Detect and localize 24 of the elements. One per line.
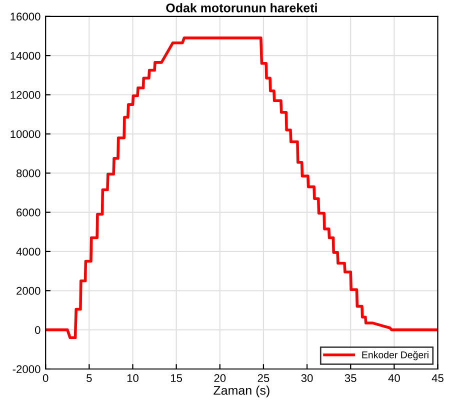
y-tick-label: 2000 (16, 286, 40, 295)
y-tick-label: 14000 (10, 52, 40, 60)
x-tick-label: 5 (86, 374, 92, 382)
x-tick-label: 0 (42, 374, 48, 382)
y-tick-label: 16000 (10, 12, 40, 21)
y-tick-label: 12000 (10, 91, 40, 99)
line-series (46, 36, 438, 340)
x-tick-label: 15 (170, 374, 182, 382)
x-tick-label: 25 (258, 374, 270, 382)
y-tick-label: 8000 (16, 169, 40, 178)
x-tick-label: 40 (388, 374, 400, 382)
x-tick-label: 30 (301, 374, 313, 382)
legend-label: Enkoder Değeri (362, 351, 428, 360)
y-tick-label: 6000 (16, 208, 40, 216)
x-tick-label: 35 (344, 374, 356, 382)
x-tick-label: 10 (127, 374, 138, 382)
y-tick-label: 10000 (10, 130, 40, 138)
x-tick-label: 20 (214, 374, 226, 382)
chart-title: Odak motorunun hareketi (166, 3, 317, 12)
x-tick-label: 45 (432, 374, 444, 382)
y-tick-label: -2000 (12, 365, 40, 374)
y-tick-label: 0 (34, 326, 40, 334)
x-axis-title: Zaman (s) (214, 386, 270, 398)
y-tick-label: 4000 (16, 248, 40, 256)
